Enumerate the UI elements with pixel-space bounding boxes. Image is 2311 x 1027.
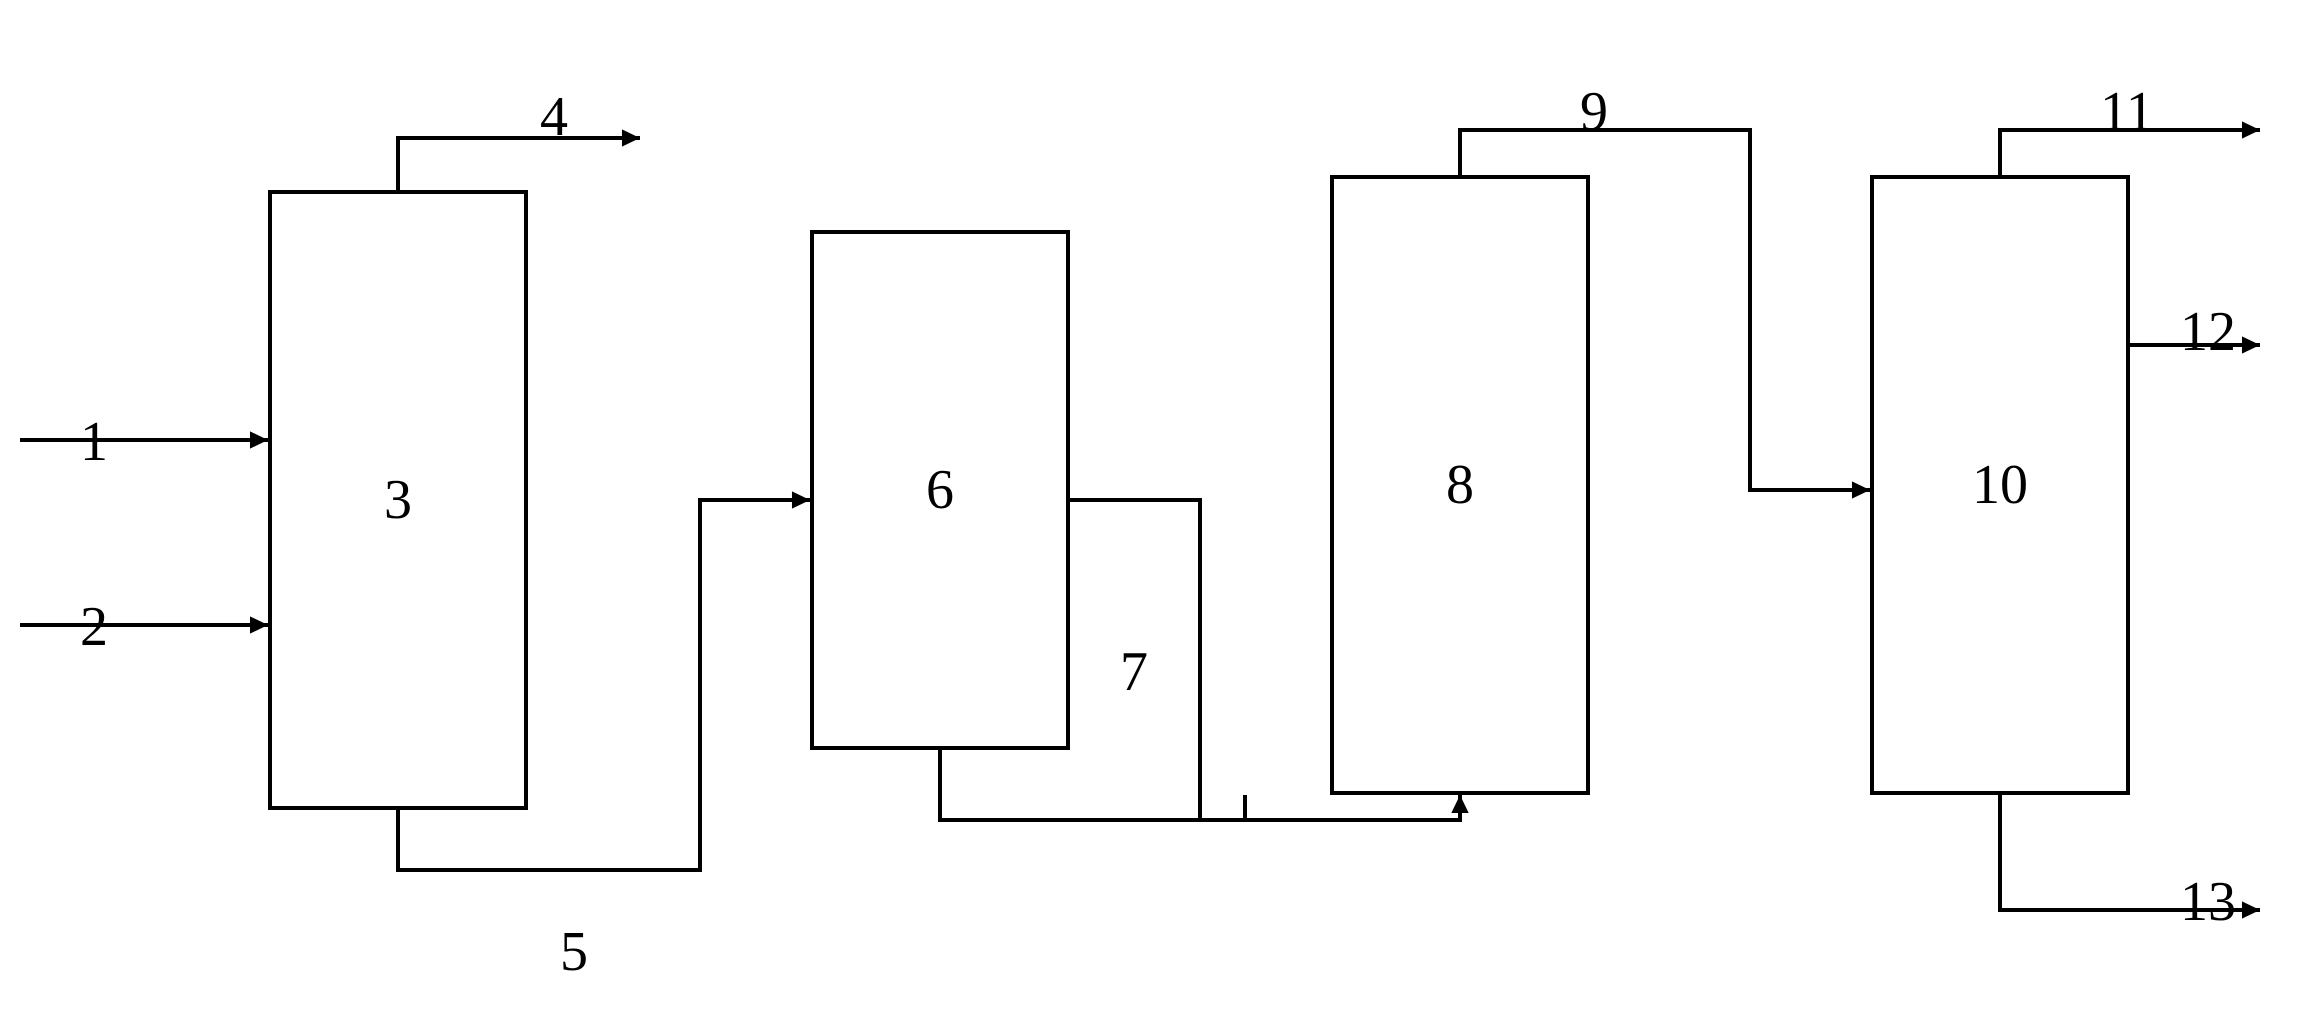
label-9: 9: [1580, 80, 1608, 144]
label-2: 2: [80, 595, 108, 659]
block-6-label: 6: [926, 458, 954, 522]
label-11: 11: [2100, 80, 2154, 144]
label-4: 4: [540, 85, 568, 149]
block-10-label: 10: [1972, 453, 2028, 517]
block-3: 3: [268, 190, 528, 810]
label-5: 5: [560, 920, 588, 984]
label-13: 13: [2180, 870, 2236, 934]
block-8: 8: [1330, 175, 1590, 795]
block-6: 6: [810, 230, 1070, 750]
block-8-label: 8: [1446, 453, 1474, 517]
label-7: 7: [1120, 640, 1148, 704]
label-1: 1: [80, 410, 108, 474]
block-10: 10: [1870, 175, 2130, 795]
flowchart-diagram: 3 6 8 10 1 2 4 5 7 9 11 12 13: [0, 0, 2311, 1027]
block-3-label: 3: [384, 468, 412, 532]
label-12: 12: [2180, 300, 2236, 364]
